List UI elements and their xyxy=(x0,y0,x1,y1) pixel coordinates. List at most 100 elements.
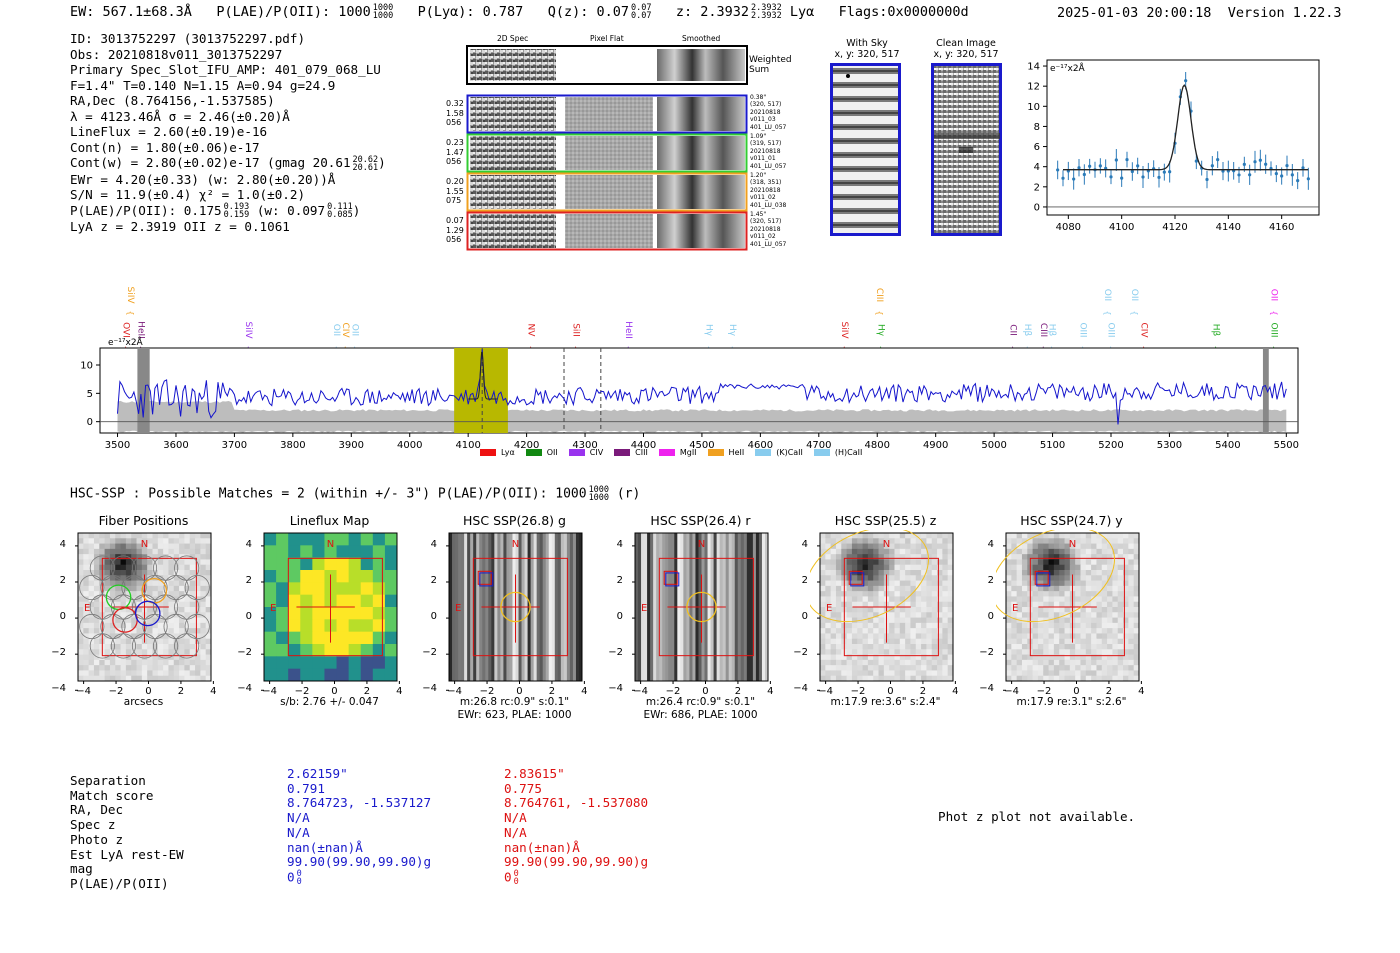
fiber-circle xyxy=(131,555,158,581)
hsc-image-pixel xyxy=(131,575,138,582)
hsc-panel-caption: arcsecs xyxy=(123,696,164,708)
hsc-image-pixel xyxy=(1101,591,1108,597)
hsc-image-pixel xyxy=(1101,564,1108,571)
cutout-pixel-flat xyxy=(565,97,653,131)
full-spectrum-plot: OVI{SiIV{HeII{SiIV{OII{CIV{OII{NV{SiII{H… xyxy=(80,286,1299,451)
lineflux-map-pixel xyxy=(288,582,301,596)
hsc-image-pixel xyxy=(878,638,885,645)
hsc-image-pixel xyxy=(835,548,842,555)
hsc-image-pixel xyxy=(1133,543,1140,550)
hsc-image-pixel xyxy=(1133,649,1140,656)
hsc-image-pixel xyxy=(88,644,95,650)
hsc-image-pixel xyxy=(942,559,949,566)
hsc-image-pixel xyxy=(820,675,826,682)
hsc-image-pixel xyxy=(173,591,180,597)
hsc-image-pixel xyxy=(83,533,90,539)
cutout-2dspec xyxy=(470,136,556,170)
lineflux-map-pixel xyxy=(300,594,313,608)
hsc-image-pixel xyxy=(152,538,159,545)
emission-line-label: OII xyxy=(1129,289,1139,301)
hsc-image-column xyxy=(548,533,553,681)
hsc-image-column xyxy=(551,533,556,681)
hsc-image-pixel xyxy=(1123,596,1129,603)
with-sky-image xyxy=(830,63,901,236)
hsc-image-pixel xyxy=(125,665,132,671)
hsc-image-pixel xyxy=(1133,638,1140,645)
hsc-image-pixel xyxy=(820,548,826,555)
hsc-image-pixel xyxy=(915,543,922,550)
hsc-image-pixel xyxy=(88,538,95,545)
hsc-image-pixel xyxy=(1021,559,1028,566)
hsc-image-pixel xyxy=(921,570,927,576)
hsc-image-pixel xyxy=(168,601,175,608)
hsc-image-pixel xyxy=(163,612,169,619)
hsc-image-pixel xyxy=(1101,575,1108,582)
hsc-image-pixel xyxy=(1133,554,1140,560)
fiber-circle xyxy=(121,574,147,601)
hsc-image-pixel xyxy=(1080,596,1087,603)
col-flat-label: Pixel Flat xyxy=(590,34,624,43)
hsc-image-pixel xyxy=(1075,628,1081,634)
hsc-image-pixel xyxy=(1064,628,1071,634)
hsc-image-pixel xyxy=(131,548,138,555)
hsc-image-pixel xyxy=(1075,607,1081,613)
hsc-image-pixel xyxy=(1037,607,1044,613)
hsc-image-pixel xyxy=(841,554,848,560)
hsc-image-pixel xyxy=(862,596,869,603)
hsc-image-pixel xyxy=(1080,612,1087,619)
hsc-image-pixel xyxy=(184,638,191,645)
hsc-image-pixel xyxy=(1043,580,1050,587)
hsc-image-pixel xyxy=(157,638,164,645)
hsc-axes-frame xyxy=(634,532,769,682)
hsc-image-pixel xyxy=(168,670,175,677)
hsc-image-pixel xyxy=(931,670,938,677)
fiber-circle xyxy=(131,633,158,659)
hsc-image-pixel xyxy=(205,665,212,671)
emission-line-label: OII xyxy=(1102,289,1112,301)
hsc-image-pixel xyxy=(825,670,832,677)
photz-note: Phot z plot not available. xyxy=(938,809,1136,824)
hsc-image-pixel xyxy=(835,533,842,539)
hsc-image-pixel xyxy=(195,633,201,640)
spectrum-xtick-label: 4100 xyxy=(455,440,480,451)
hsc-image-column xyxy=(575,533,580,681)
hsc-image-pixel xyxy=(1006,596,1012,603)
lineflux-map-pixel xyxy=(348,582,362,596)
hsc-image-pixel xyxy=(104,580,111,587)
zoom-ytick-label: 10 xyxy=(1027,102,1040,113)
hsc-image-pixel xyxy=(152,543,159,550)
hsc-image-pixel xyxy=(851,575,858,582)
hsc-image-pixel xyxy=(104,585,111,592)
hsc-image-pixel xyxy=(189,659,196,666)
hsc-image-pixel xyxy=(1107,548,1113,555)
lineflux-map-pixel xyxy=(300,582,313,596)
hsc-image-pixel xyxy=(157,665,164,671)
hsc-image-pixel xyxy=(910,665,917,671)
hsc-image-column xyxy=(479,533,483,681)
hsc-image-pixel xyxy=(147,591,153,597)
hsc-ytick-label: −4 xyxy=(237,683,252,695)
hsc-image-pixel xyxy=(931,601,938,608)
hsc-ytick-label: 4 xyxy=(430,538,437,550)
hsc-image-pixel xyxy=(1117,575,1124,582)
hsc-image-pixel xyxy=(947,538,954,545)
hsc-image-pixel xyxy=(937,617,943,624)
hsc-image-pixel xyxy=(1032,675,1039,682)
hsc-image-pixel xyxy=(200,596,207,603)
hsc-image-pixel xyxy=(921,670,927,677)
hsc-image-pixel xyxy=(1101,633,1108,640)
hsc-image-pixel xyxy=(830,580,837,587)
hsc-image-pixel xyxy=(1123,638,1129,645)
hsc-image-pixel xyxy=(878,675,885,682)
hsc-image-pixel xyxy=(1021,644,1028,650)
hsc-image-pixel xyxy=(862,665,869,671)
hsc-image-pixel xyxy=(1006,607,1012,613)
hsc-image-pixel xyxy=(947,601,954,608)
spectrum-fit-line xyxy=(468,351,498,400)
hsc-image-pixel xyxy=(1085,617,1092,624)
hsc-image-pixel xyxy=(88,554,95,560)
hsc-image-pixel xyxy=(1133,612,1140,619)
hsc-image-pixel xyxy=(168,622,175,629)
hsc-image-pixel xyxy=(120,675,127,682)
hsc-image-pixel xyxy=(1112,575,1119,582)
